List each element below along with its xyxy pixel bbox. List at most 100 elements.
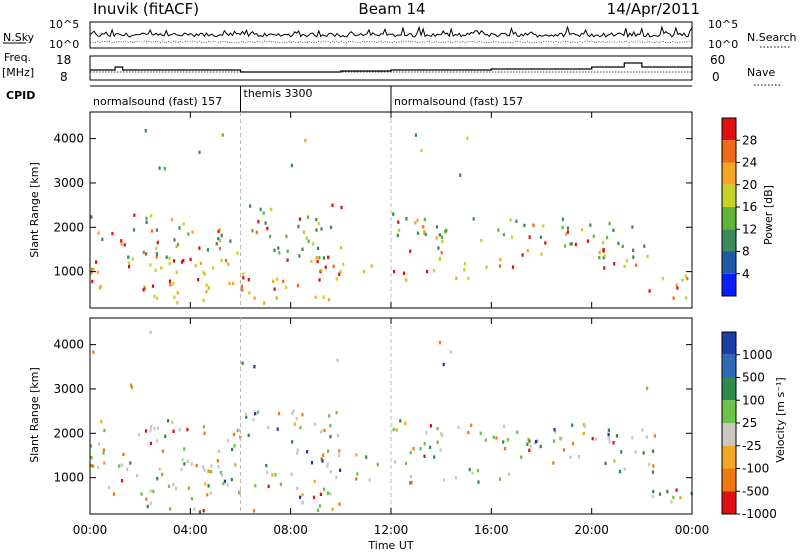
heatmap-cell [318,504,322,508]
freq-panel-frame [89,55,693,81]
velocity-colorbar: 1000 500 100 25 -25 -100 -500 -1000 [721,331,777,521]
heatmap-cell [98,442,101,446]
heatmap-cell [290,472,293,476]
heatmap-cell [392,427,395,432]
heatmap-cell [467,276,470,281]
heatmap-cell [220,473,224,477]
heatmap-cell [529,444,532,448]
heatmap-cell [560,436,563,440]
heatmap-cell [586,239,589,243]
heatmap-cell [444,230,447,234]
heatmap-cell [254,484,257,488]
heatmap-cell [591,436,594,441]
heatmap-cell [229,239,232,243]
heatmap-cell [120,463,123,467]
heatmap-cell [296,486,299,490]
heatmap-cell [158,467,161,471]
heatmap-cell [685,296,688,300]
heatmap-cell [173,295,176,299]
heatmap-cell [149,263,152,267]
heatmap-cell [480,238,483,243]
heatmap-cell [542,224,545,228]
heatmap-cell [425,431,428,435]
heatmap-cell [355,477,358,481]
heatmap-cell [132,228,136,232]
heatmap-cell [218,228,221,232]
colorbar-tick-label: 100 [742,393,765,407]
heatmap-cell [90,271,93,275]
heatmap-cell [149,428,152,432]
freq-left-tick-bottom: 8 [60,70,68,84]
heatmap-cell [571,423,574,427]
heatmap-cell [577,455,580,459]
heatmap-cell [198,510,202,514]
heatmap-cell [187,232,190,236]
heatmap-cell [476,468,479,473]
heatmap-cell [312,495,316,500]
heatmap-cell [197,277,200,282]
heatmap-cell [442,362,445,367]
heatmap-cell [623,264,626,268]
heatmap-cell [468,467,471,472]
heatmap-cell [267,484,270,489]
heatmap-cell [370,264,373,268]
power-axes: 1000 2000 3000 4000 [53,112,692,308]
heatmap-cell [429,445,432,449]
heatmap-cell [318,278,321,282]
heatmap-cell [199,261,202,265]
date-title: 14/Apr/2011 [607,0,700,18]
heatmap-cell [686,277,689,281]
colorbar-swatch [722,377,736,401]
heatmap-cell [317,508,320,512]
colorbar-tick-label: 12 [742,222,757,236]
heatmap-cell [266,470,269,475]
heatmap-cell [156,240,159,245]
heatmap-cell [463,262,467,266]
x-tick-label: 04:00 [173,523,208,537]
heatmap-cell [621,244,624,249]
heatmap-cell [435,225,438,229]
noise-search-label: N.Search [747,31,797,44]
heatmap-cell [582,423,585,427]
heatmap-cell [168,256,171,261]
heatmap-cell [120,239,123,243]
heatmap-cell [205,283,208,287]
heatmap-cell [203,272,206,276]
heatmap-cell [278,251,281,255]
heatmap-cell [322,453,325,457]
heatmap-cell [338,272,341,277]
heatmap-cell [248,291,251,295]
heatmap-cell [329,492,332,496]
station-title: Inuvik (fitACF) [93,0,199,18]
heatmap-cell [307,239,310,243]
heatmap-cell [607,428,610,432]
colorbar-tick-label: 28 [742,133,757,147]
heatmap-cell [291,411,294,416]
heatmap-cell [319,492,322,496]
heatmap-cell [409,450,412,455]
heatmap-cell [617,241,620,246]
heatmap-cell [152,489,155,494]
cpid-segments: normalsound (fast) 157 themis 3300 normals… [93,86,523,112]
heatmap-cell [145,497,148,501]
heatmap-cell [409,249,412,253]
heatmap-cell [175,244,178,249]
heatmap-cell [553,428,556,432]
heatmap-cell [394,460,397,464]
velocity-colorbar-label: Velocity [m s⁻¹] [774,377,787,462]
heatmap-cell [404,461,407,466]
heatmap-cell [497,228,500,232]
velocity-ylabel: Slant Range [km] [28,367,41,463]
heatmap-cell [536,439,539,443]
heatmap-cell [594,437,597,441]
velocity-panel: 1000 2000 3000 4000 Slant Range [km] 1000 50… [28,317,787,521]
heatmap-cell [272,279,275,283]
heatmap-cell [178,226,181,230]
heatmap-cell [275,296,278,300]
heatmap-cell [320,457,323,461]
heatmap-cell [223,479,226,484]
x-tick-label: 12:00 [374,523,409,537]
heatmap-cell [102,451,105,455]
heatmap-cell [301,247,304,251]
heatmap-cell [145,429,148,433]
